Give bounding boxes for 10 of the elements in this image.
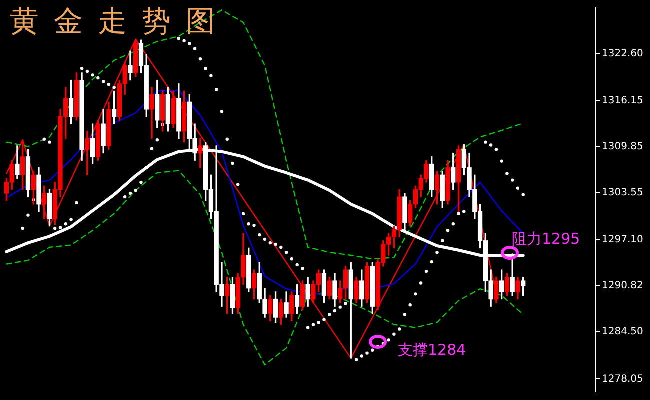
y-tick-label: 1290.82	[602, 280, 644, 292]
y-tick-label: 1297.10	[602, 234, 644, 246]
y-tick-label: 1278.05	[602, 374, 644, 385]
annotation: 支撑1284	[398, 340, 466, 359]
y-tick-label: 1309.85	[602, 142, 644, 153]
y-tick-label: 1316.15	[602, 96, 644, 107]
y-tick-label: 1303.55	[602, 188, 644, 199]
y-tick-label: 1284.50	[602, 326, 644, 338]
annotation: 阻力1295	[512, 230, 580, 248]
y-tick-label: 1322.60	[602, 48, 644, 60]
